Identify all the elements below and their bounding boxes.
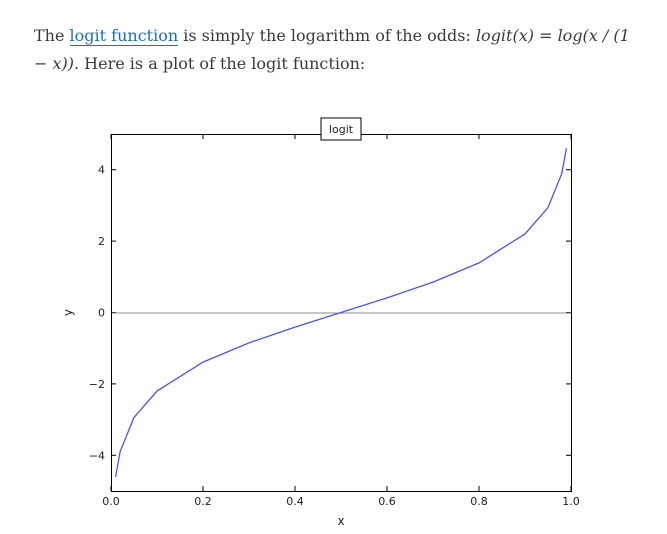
logit-curve (114, 148, 568, 477)
legend-label: logit (329, 123, 354, 136)
x-tick-label: 0.4 (286, 495, 304, 508)
y-tick-label: 2 (98, 235, 105, 248)
intro-middle: is simply the logarithm of the odds: (178, 26, 476, 45)
x-axis-label: x (337, 514, 344, 528)
intro-paragraph: The logit function is simply the logarit… (34, 22, 644, 78)
y-axis-label: y (61, 309, 75, 316)
y-tick-label: 4 (98, 164, 105, 177)
x-tick-label: 0.0 (102, 495, 120, 508)
legend-box (320, 117, 362, 141)
logit-formula: logit(x) = log(x / (1 − x)) (34, 26, 630, 73)
x-tick-label: 0.8 (470, 495, 488, 508)
x-tick-label: 0.2 (194, 495, 212, 508)
intro-tail: . Here is a plot of the logit function: (74, 54, 366, 73)
y-tick-label: −2 (89, 378, 105, 391)
x-tick-label: 0.6 (378, 495, 396, 508)
legend: logit (320, 117, 362, 141)
logit-function-link[interactable]: logit function (69, 26, 179, 46)
intro-lead: The (34, 26, 70, 45)
y-tick-label: −4 (89, 449, 105, 462)
x-tick-label: 1.0 (562, 495, 580, 508)
y-tick-label: 0 (98, 307, 105, 320)
